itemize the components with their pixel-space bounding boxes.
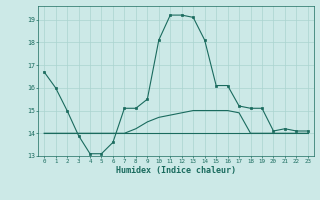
X-axis label: Humidex (Indice chaleur): Humidex (Indice chaleur) (116, 166, 236, 175)
